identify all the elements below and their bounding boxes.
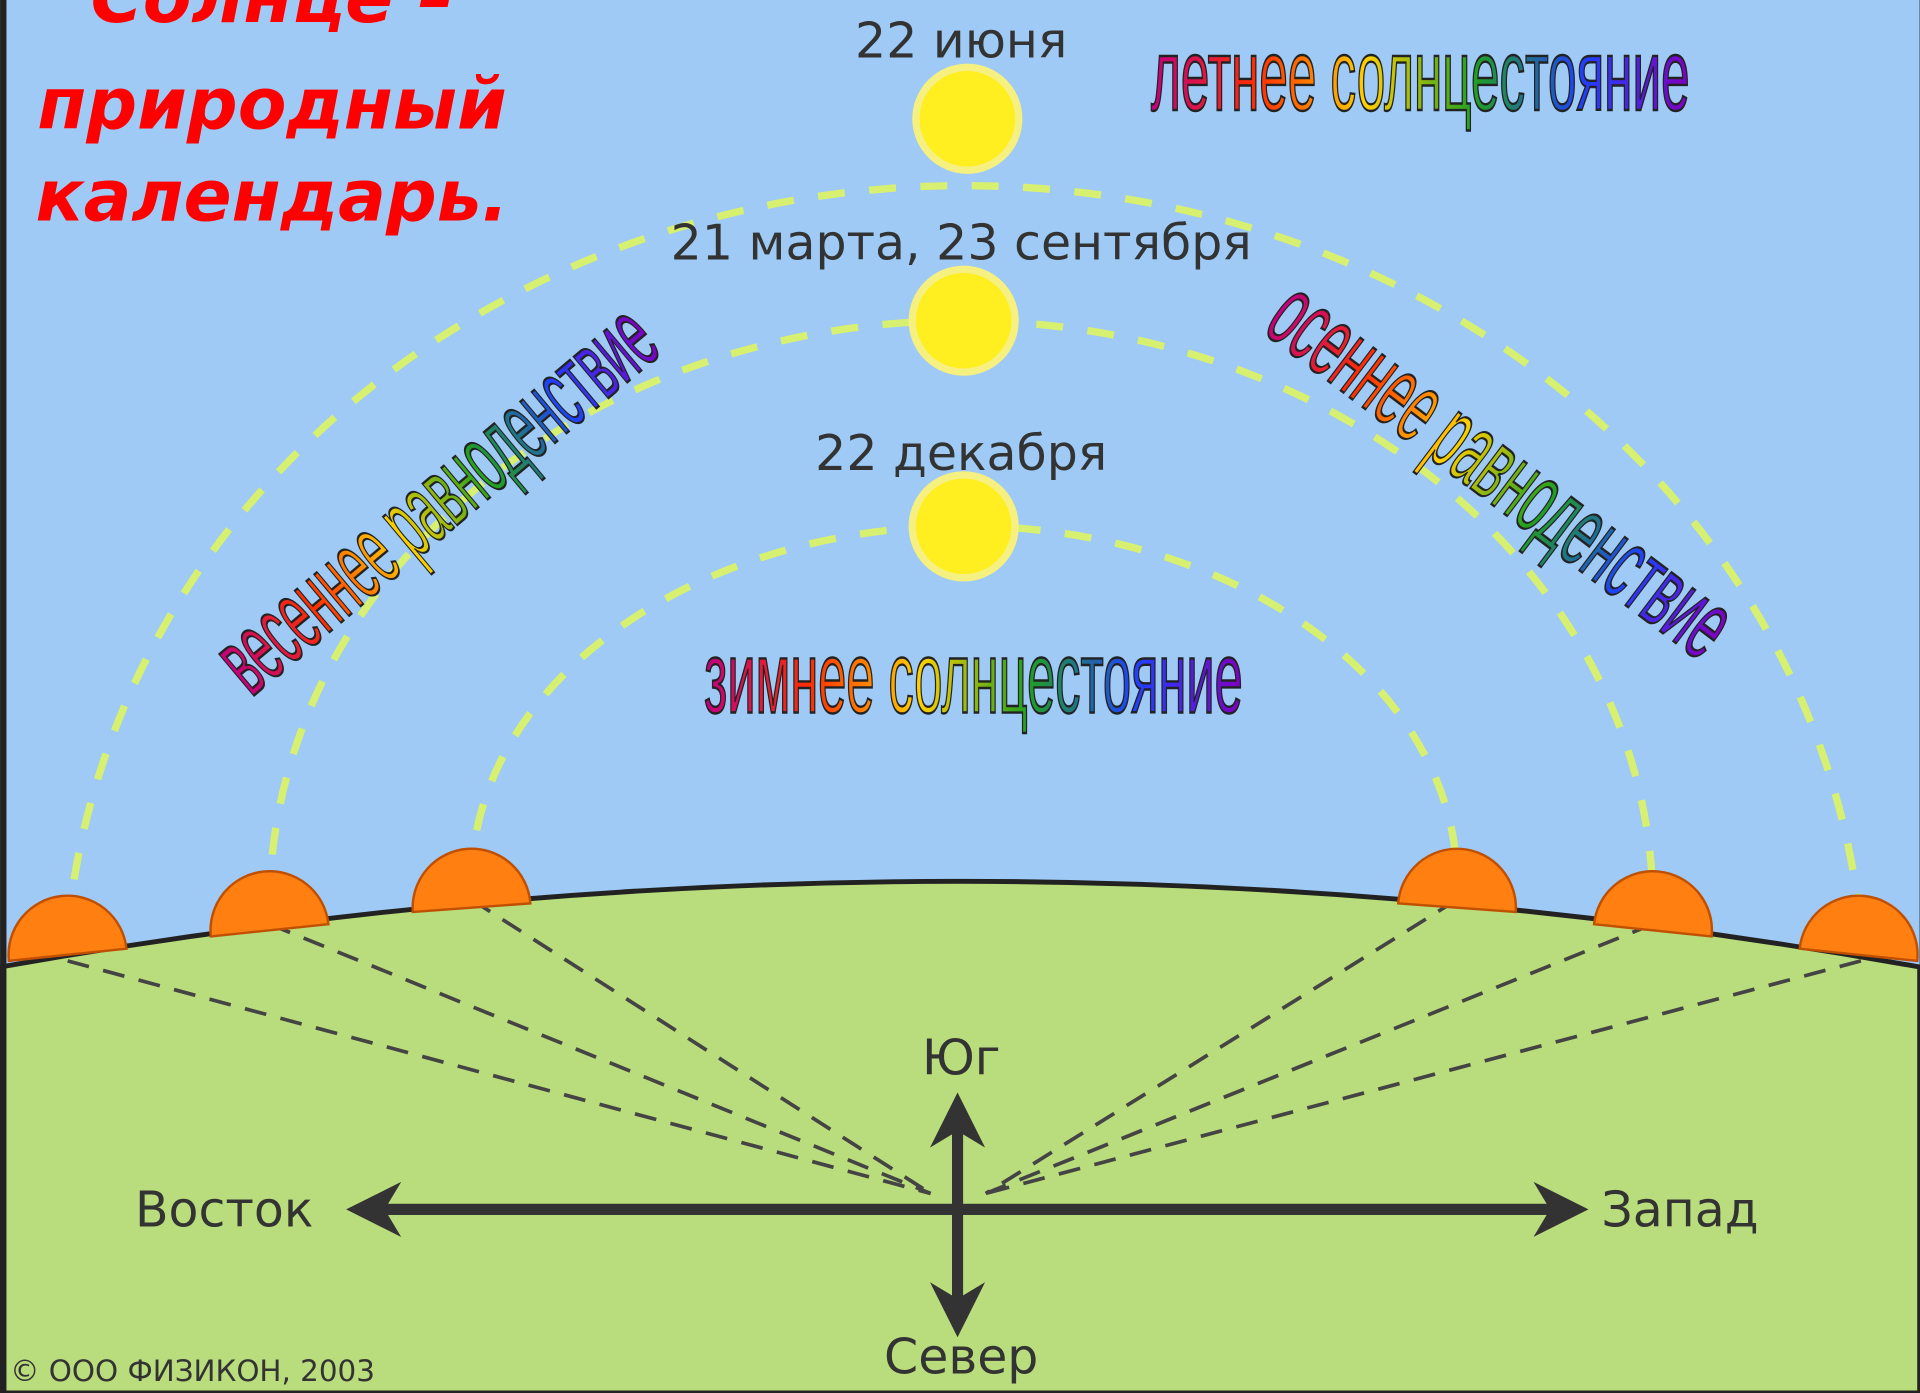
season-label: летнее солнцестояние [1151,19,1690,132]
direction-label: Юг [922,1030,1001,1087]
edge [0,0,6,1393]
title-line: природный [37,63,506,146]
direction-label: Север [884,1328,1038,1385]
season-label: зимнее солнцестояние [704,622,1243,735]
direction-label: Запад [1601,1182,1758,1239]
title-line: календарь. [35,154,508,237]
diagram: Солнце – природный календарь. 22 июня 21… [0,0,1920,1393]
noon-suns [912,67,1018,577]
title-line: Солнце – [91,0,454,39]
copyright: © ООО ФИЗИКОН, 2003 [10,1354,375,1388]
date-label: 21 марта, 23 сентября [671,215,1252,272]
date-label: 22 декабря [815,425,1107,482]
date-label: 22 июня [855,13,1067,70]
direction-label: Восток [135,1182,313,1239]
